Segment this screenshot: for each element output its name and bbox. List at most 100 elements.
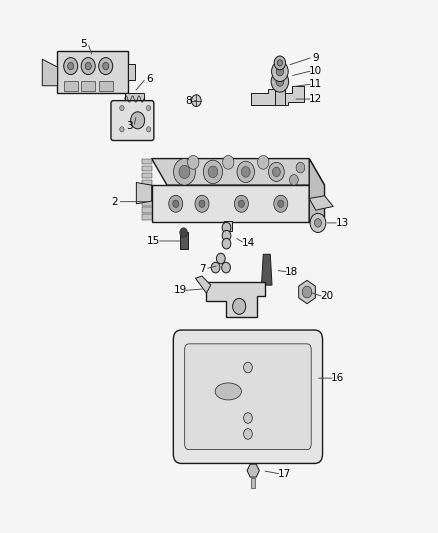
Circle shape — [179, 228, 187, 237]
Circle shape — [271, 71, 288, 92]
Polygon shape — [151, 185, 308, 222]
Text: 14: 14 — [241, 238, 254, 247]
Circle shape — [222, 222, 230, 233]
Circle shape — [241, 166, 250, 177]
Bar — [142, 159, 151, 165]
Text: 9: 9 — [312, 53, 318, 62]
Bar — [142, 166, 151, 171]
Bar — [142, 214, 151, 220]
Circle shape — [222, 238, 230, 249]
Text: 6: 6 — [146, 75, 152, 84]
Circle shape — [234, 195, 248, 212]
Circle shape — [173, 159, 195, 185]
Text: 10: 10 — [308, 66, 321, 76]
Bar — [124, 93, 144, 106]
Circle shape — [221, 262, 230, 273]
Circle shape — [222, 156, 233, 169]
Circle shape — [179, 165, 190, 179]
Circle shape — [257, 156, 268, 169]
Circle shape — [191, 95, 201, 107]
FancyBboxPatch shape — [111, 101, 153, 141]
Text: 2: 2 — [111, 197, 117, 207]
Circle shape — [120, 106, 124, 111]
Polygon shape — [151, 159, 324, 185]
Ellipse shape — [215, 383, 241, 400]
Circle shape — [172, 200, 178, 207]
Circle shape — [64, 58, 78, 75]
Polygon shape — [261, 254, 272, 285]
Circle shape — [277, 60, 282, 66]
Bar — [179, 232, 187, 249]
Bar — [99, 82, 113, 91]
Circle shape — [237, 161, 254, 182]
Circle shape — [232, 298, 245, 314]
Bar — [251, 478, 255, 488]
Bar — [142, 193, 151, 199]
Circle shape — [276, 67, 283, 76]
Polygon shape — [42, 59, 57, 86]
Circle shape — [146, 127, 150, 132]
Bar — [223, 221, 231, 231]
Circle shape — [168, 195, 182, 212]
Text: 18: 18 — [284, 267, 298, 277]
Circle shape — [120, 127, 124, 132]
Circle shape — [208, 166, 217, 177]
Text: 11: 11 — [308, 79, 321, 89]
Text: 7: 7 — [198, 264, 205, 273]
Circle shape — [243, 429, 252, 439]
Circle shape — [99, 58, 113, 75]
Polygon shape — [247, 464, 259, 477]
Circle shape — [146, 106, 150, 111]
Polygon shape — [195, 276, 210, 293]
Circle shape — [301, 286, 311, 298]
Circle shape — [276, 77, 283, 86]
Circle shape — [314, 219, 321, 227]
FancyBboxPatch shape — [184, 344, 311, 450]
Bar — [64, 82, 78, 91]
Polygon shape — [308, 196, 332, 210]
Text: 5: 5 — [80, 39, 87, 49]
Circle shape — [272, 167, 280, 176]
Bar — [81, 82, 95, 91]
FancyBboxPatch shape — [173, 330, 322, 464]
Circle shape — [268, 163, 284, 181]
Circle shape — [216, 253, 225, 264]
Circle shape — [203, 160, 222, 183]
Circle shape — [85, 62, 91, 70]
Circle shape — [187, 156, 198, 169]
Text: 19: 19 — [173, 286, 186, 295]
Circle shape — [131, 112, 145, 129]
Circle shape — [238, 200, 244, 207]
Circle shape — [81, 58, 95, 75]
Circle shape — [271, 61, 288, 82]
Bar — [127, 64, 135, 80]
Bar — [142, 187, 151, 192]
Bar — [142, 200, 151, 206]
Polygon shape — [308, 159, 324, 222]
Bar — [274, 76, 285, 106]
Circle shape — [198, 200, 205, 207]
Circle shape — [277, 200, 283, 207]
FancyBboxPatch shape — [57, 52, 128, 93]
Polygon shape — [206, 282, 265, 317]
Text: 17: 17 — [277, 469, 290, 479]
Text: 12: 12 — [308, 94, 321, 104]
Text: 13: 13 — [335, 218, 348, 228]
Bar — [142, 207, 151, 213]
Text: 8: 8 — [185, 95, 192, 106]
Text: 3: 3 — [126, 120, 133, 131]
Circle shape — [273, 195, 287, 212]
Circle shape — [274, 56, 285, 70]
Circle shape — [289, 174, 297, 185]
Polygon shape — [298, 280, 314, 304]
Text: 15: 15 — [147, 236, 160, 246]
Polygon shape — [136, 182, 151, 204]
Circle shape — [222, 230, 230, 241]
Circle shape — [295, 163, 304, 173]
Circle shape — [194, 195, 208, 212]
Circle shape — [211, 262, 219, 273]
Circle shape — [243, 413, 252, 423]
Circle shape — [102, 62, 109, 70]
Text: 16: 16 — [330, 373, 343, 383]
Polygon shape — [251, 86, 303, 106]
